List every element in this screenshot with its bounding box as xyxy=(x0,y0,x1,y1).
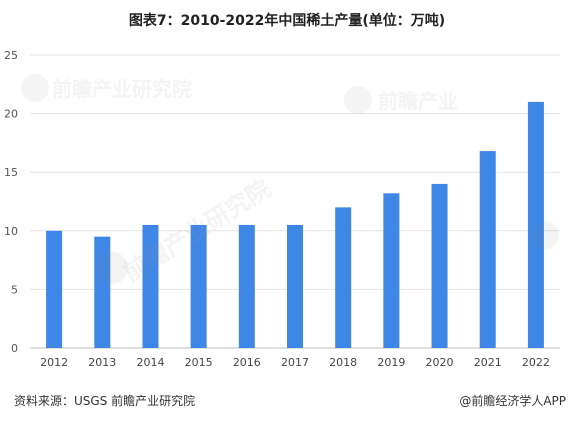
x-tick-label: 2021 xyxy=(474,356,502,369)
x-tick-label: 2014 xyxy=(136,356,164,369)
source-note: 资料来源：USGS 前瞻产业研究院 xyxy=(14,394,196,408)
x-tick-label: 2022 xyxy=(522,356,550,369)
x-tick-label: 2013 xyxy=(88,356,116,369)
x-tick-label: 2017 xyxy=(281,356,309,369)
bar-2017 xyxy=(287,224,303,348)
bar-2019 xyxy=(383,193,400,348)
bar-2013 xyxy=(94,236,111,348)
bars xyxy=(46,101,544,348)
y-tick-label: 20 xyxy=(4,108,18,121)
y-tick-label: 10 xyxy=(4,225,18,238)
x-tick-label: 2019 xyxy=(377,356,405,369)
y-tick-label: 5 xyxy=(11,283,18,296)
chart-title: 图表7：2010-2022年中国稀土产量(单位：万吨) xyxy=(128,13,446,29)
bar-2022 xyxy=(527,101,544,348)
bar-2016 xyxy=(238,224,255,348)
bar-2018 xyxy=(335,207,352,348)
x-tick-label: 2018 xyxy=(329,356,357,369)
bar-2012 xyxy=(46,230,63,348)
y-axis: 0 5 10 15 20 25 xyxy=(4,49,18,355)
bar-2014 xyxy=(142,224,159,348)
y-tick-label: 25 xyxy=(4,49,18,62)
y-tick-label: 0 xyxy=(11,342,18,355)
brand-credit: @前瞻经济学人APP xyxy=(459,394,566,408)
x-axis: 2012 2013 2014 2015 2016 2017 2018 2019 2020 2021… xyxy=(40,356,550,369)
x-tick-label: 2015 xyxy=(185,356,213,369)
x-tick-label: 2020 xyxy=(426,356,454,369)
x-tick-label: 2016 xyxy=(233,356,261,369)
x-tick-label: 2012 xyxy=(40,356,68,369)
y-tick-label: 15 xyxy=(4,166,18,179)
bar-2021 xyxy=(479,151,496,348)
bar-2015 xyxy=(190,224,207,348)
bar-2020 xyxy=(431,183,448,348)
